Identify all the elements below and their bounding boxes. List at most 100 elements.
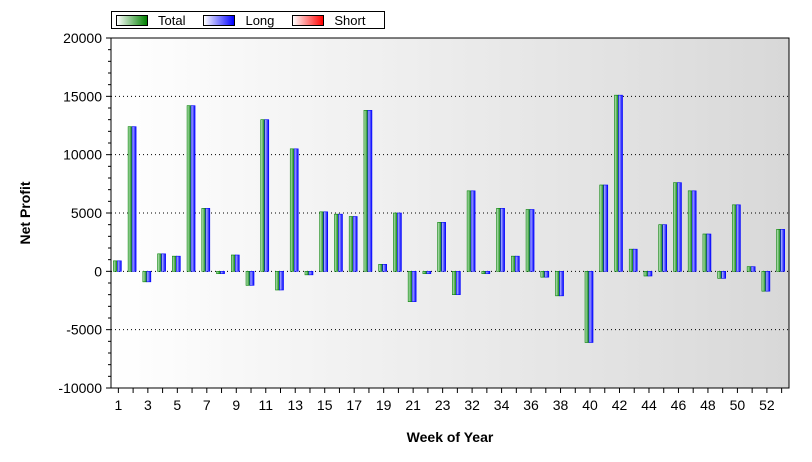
bar-long bbox=[662, 224, 668, 272]
bar-total bbox=[260, 119, 266, 272]
x-tick-label: 15 bbox=[317, 397, 333, 413]
bar-long bbox=[146, 271, 152, 283]
bar-long bbox=[338, 213, 343, 272]
bar-long bbox=[131, 126, 137, 272]
legend-swatch-short bbox=[292, 14, 325, 26]
bar-long bbox=[411, 271, 417, 302]
x-tick-label: 3 bbox=[144, 397, 152, 413]
bar-total bbox=[334, 213, 339, 272]
bar-long bbox=[736, 204, 741, 272]
y-tick-label: -5000 bbox=[66, 322, 102, 338]
bar-total bbox=[304, 271, 310, 276]
legend: Total Long Short bbox=[111, 11, 385, 29]
bar-total bbox=[525, 209, 531, 272]
bar-total bbox=[172, 255, 177, 272]
x-axis-label: Week of Year bbox=[406, 429, 494, 445]
bar-long bbox=[500, 208, 505, 272]
bar-long bbox=[249, 271, 255, 286]
bar-long bbox=[190, 105, 196, 272]
bar-long bbox=[456, 271, 461, 295]
plot-border bbox=[110, 37, 790, 389]
x-tick-label: 34 bbox=[494, 397, 510, 413]
y-tick-label: -10000 bbox=[58, 380, 102, 396]
bar-total bbox=[540, 271, 546, 278]
x-tick-label: 36 bbox=[523, 397, 539, 413]
x-tick-label: 19 bbox=[376, 397, 392, 413]
bar-total bbox=[142, 271, 148, 283]
bar-long bbox=[308, 271, 314, 276]
bar-total bbox=[584, 271, 590, 343]
x-tick-label: 9 bbox=[232, 397, 240, 413]
bar-total bbox=[393, 212, 398, 272]
y-tick-label: 0 bbox=[94, 263, 102, 279]
x-tick-label: 48 bbox=[700, 397, 716, 413]
bar-total bbox=[363, 110, 369, 272]
bar-total bbox=[289, 148, 295, 272]
bar-total bbox=[511, 255, 516, 272]
bar-total bbox=[245, 271, 251, 286]
bar-total bbox=[127, 126, 133, 272]
bar-long bbox=[264, 119, 270, 272]
x-tick-label: 1 bbox=[114, 397, 122, 413]
bar-long bbox=[618, 94, 623, 272]
bar-total bbox=[481, 271, 487, 274]
bar-long bbox=[352, 216, 358, 272]
bar-total bbox=[452, 271, 457, 295]
x-tick-label: 52 bbox=[759, 397, 775, 413]
legend-label-long: Long bbox=[245, 12, 275, 28]
bar-total bbox=[658, 224, 664, 272]
bar-total bbox=[348, 216, 354, 272]
bar-long bbox=[647, 271, 653, 277]
bar-total bbox=[496, 208, 501, 272]
bar-long bbox=[161, 253, 166, 272]
bar-long bbox=[323, 211, 329, 272]
bar-long bbox=[765, 271, 771, 292]
bar-total bbox=[746, 266, 752, 272]
bar-long bbox=[397, 212, 402, 272]
bar-long bbox=[470, 190, 476, 272]
x-tick-label: 38 bbox=[553, 397, 569, 413]
bar-total bbox=[157, 253, 162, 272]
bar-total bbox=[732, 204, 737, 272]
bar-total bbox=[776, 229, 781, 272]
bar-total bbox=[216, 271, 221, 274]
x-tick-label: 40 bbox=[582, 397, 598, 413]
bar-total bbox=[702, 233, 708, 272]
bar-total bbox=[422, 271, 428, 274]
bar-long bbox=[176, 255, 181, 272]
bar-long bbox=[234, 254, 240, 272]
bar-long bbox=[559, 271, 564, 297]
y-tick-label: 20000 bbox=[63, 30, 102, 46]
bar-long bbox=[677, 182, 682, 272]
bar-total bbox=[643, 271, 649, 277]
bar-long bbox=[220, 271, 225, 274]
legend-item-short: Short bbox=[288, 12, 379, 28]
x-tick-label: 32 bbox=[464, 397, 480, 413]
bar-total bbox=[378, 264, 383, 272]
bar-total bbox=[628, 248, 634, 272]
bar-long bbox=[367, 110, 373, 272]
bar-total bbox=[555, 271, 560, 297]
bar-total bbox=[407, 271, 413, 302]
bar-long bbox=[382, 264, 387, 272]
y-tick-label: 15000 bbox=[63, 88, 102, 104]
y-tick-label: 10000 bbox=[63, 147, 102, 163]
x-tick-label: 46 bbox=[671, 397, 687, 413]
legend-label-total: Total bbox=[158, 12, 186, 28]
y-axis-label: Net Profit bbox=[17, 181, 33, 245]
legend-swatch-total bbox=[116, 14, 148, 26]
bar-long bbox=[603, 184, 609, 272]
bar-long bbox=[293, 148, 299, 272]
bar-long bbox=[426, 271, 432, 274]
bar-total bbox=[275, 271, 280, 291]
bar-total bbox=[614, 94, 619, 272]
bar-long bbox=[205, 208, 211, 272]
x-tick-label: 13 bbox=[287, 397, 303, 413]
legend-label-short: Short bbox=[334, 12, 366, 28]
bar-long bbox=[706, 233, 712, 272]
bar-total bbox=[113, 260, 118, 272]
bar-long bbox=[750, 266, 756, 272]
bar-total bbox=[761, 271, 767, 292]
